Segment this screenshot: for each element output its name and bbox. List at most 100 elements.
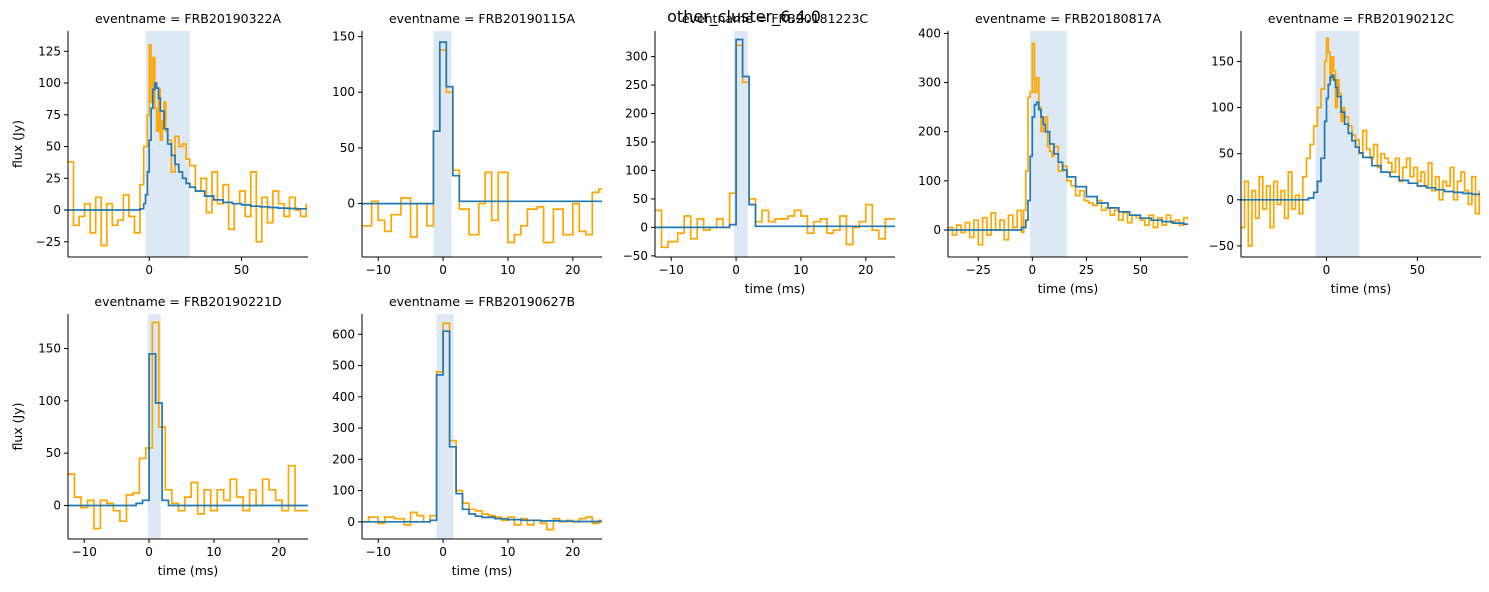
data-step-line: [1241, 37, 1481, 247]
x-tick-label: 0: [145, 263, 153, 277]
data-step-line: [655, 44, 895, 249]
x-axis-label: time (ms): [1038, 281, 1099, 296]
panel-1: 0 50 −25 0 25 50 75 100 125 eventname = FRB201903…: [10, 11, 308, 277]
x-tick-label: 10: [500, 263, 515, 277]
y-tick-label: 50: [633, 192, 648, 206]
y-tick-label: 300: [625, 50, 648, 64]
x-tick-label: 20: [565, 545, 580, 559]
model-step-line: [362, 330, 602, 523]
x-tick-label: −10: [366, 545, 391, 559]
x-tick-label: 0: [732, 263, 740, 277]
y-tick-label: 150: [38, 342, 61, 356]
y-tick-label: 25: [46, 171, 61, 185]
x-tick-label: 20: [858, 263, 873, 277]
y-tick-label: 200: [625, 107, 648, 121]
y-tick-label: 150: [1211, 54, 1234, 68]
x-tick-label: 0: [439, 545, 447, 559]
y-tick-label: 200: [332, 452, 355, 466]
y-tick-label: 50: [1219, 147, 1234, 161]
y-tick-label: 200: [918, 125, 941, 139]
model-step-line: [655, 38, 895, 229]
panel-title: eventname = FRB20190322A: [95, 11, 282, 26]
y-tick-label: −25: [36, 235, 61, 249]
y-tick-label: 0: [347, 197, 355, 211]
burst-window-band: [147, 314, 161, 539]
y-tick-label: 0: [640, 220, 648, 234]
y-tick-label: 300: [332, 421, 355, 435]
model-step-line: [362, 41, 602, 205]
panel-title: eventname = FRB20190115A: [389, 11, 576, 26]
model-step-line: [1241, 74, 1481, 201]
figure-suptitle: other_cluster_6.4.0: [667, 7, 821, 27]
y-tick-label: 150: [332, 30, 355, 44]
x-axis-label: time (ms): [745, 281, 806, 296]
x-tick-label: 20: [271, 545, 286, 559]
y-tick-label: 100: [38, 394, 61, 408]
y-tick-label: 50: [340, 141, 355, 155]
x-tick-label: 20: [565, 263, 580, 277]
y-tick-label: 75: [46, 108, 61, 122]
burst-window-band: [433, 31, 452, 257]
y-tick-label: 50: [46, 140, 61, 154]
y-tick-label: 0: [347, 515, 355, 529]
panel-5: 0 50 −50 0 50 100 150 eventname = FRB20190212C t…: [1209, 11, 1481, 296]
panel-4: −25 0 25 50 0 100 200 300 400 eventname = FRB2018…: [918, 11, 1188, 296]
y-tick-label: 150: [625, 135, 648, 149]
panel-title: eventname = FRB20190221D: [94, 294, 281, 309]
y-tick-label: 400: [332, 390, 355, 404]
data-step-line: [362, 49, 602, 244]
panel-title: eventname = FRB20190212C: [1268, 11, 1455, 26]
y-tick-label: 100: [38, 76, 61, 90]
panel-6: −10 0 10 20 0 50 100 150 eventname = FRB20190221…: [10, 294, 308, 578]
x-tick-label: 50: [1410, 263, 1425, 277]
y-tick-label: 0: [53, 499, 61, 513]
x-axis-label: time (ms): [1331, 281, 1392, 296]
x-tick-label: 10: [793, 263, 808, 277]
burst-window-band: [734, 31, 748, 257]
x-tick-label: 0: [439, 263, 447, 277]
panel-2: −10 0 10 20 0 50 100 150 eventname = FRB20190115…: [332, 11, 602, 277]
y-tick-label: 300: [918, 76, 941, 90]
data-step-line: [948, 42, 1188, 246]
x-tick-label: 10: [206, 545, 221, 559]
panel-title: eventname = FRB20181223C: [682, 11, 869, 26]
y-tick-label: −50: [623, 249, 648, 263]
y-tick-label: 125: [38, 44, 61, 58]
y-tick-label: 0: [1226, 193, 1234, 207]
y-axis-label: flux (Jy): [10, 402, 25, 450]
x-tick-label: 50: [1133, 263, 1148, 277]
y-tick-label: 100: [332, 85, 355, 99]
y-tick-label: 100: [918, 174, 941, 188]
model-step-line: [68, 352, 308, 507]
y-tick-label: 100: [625, 163, 648, 177]
x-tick-label: 0: [145, 545, 153, 559]
y-axis-label: flux (Jy): [10, 120, 25, 168]
x-axis-label: time (ms): [452, 563, 513, 578]
x-tick-label: 0: [1323, 263, 1331, 277]
y-tick-label: 600: [332, 327, 355, 341]
panel-3: −10 0 10 20 −50 0 50 100 150 200 250 300 eventname =…: [623, 11, 895, 296]
burst-window-band: [1315, 31, 1360, 257]
x-tick-label: −10: [72, 545, 97, 559]
panel-title: eventname = FRB20180817A: [975, 11, 1162, 26]
data-step-line: [68, 44, 308, 247]
x-tick-label: 10: [500, 545, 515, 559]
model-step-line: [68, 82, 308, 211]
data-step-line: [68, 321, 308, 530]
y-tick-label: 100: [1211, 101, 1234, 115]
panel-title: eventname = FRB20190627B: [389, 294, 575, 309]
y-tick-label: 50: [46, 446, 61, 460]
y-tick-label: 0: [933, 223, 941, 237]
x-tick-label: 50: [234, 263, 249, 277]
y-tick-label: −50: [1209, 239, 1234, 253]
data-step-line: [362, 322, 602, 531]
x-tick-label: −10: [659, 263, 684, 277]
x-tick-label: −25: [966, 263, 991, 277]
x-axis-label: time (ms): [158, 563, 219, 578]
model-step-line: [948, 101, 1188, 231]
burst-window-band: [436, 314, 454, 539]
y-tick-label: 400: [918, 26, 941, 40]
